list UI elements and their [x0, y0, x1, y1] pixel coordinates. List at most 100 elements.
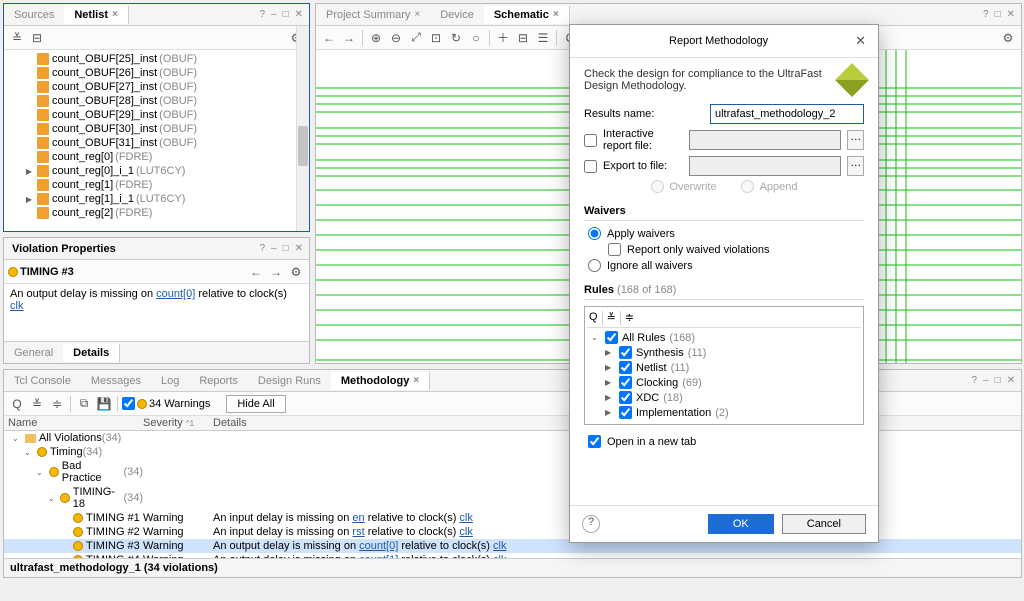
netlist-item[interactable]: ▶count_reg[0]_i_1 (LUT6CY) — [4, 164, 309, 178]
rule-item[interactable]: ▶Netlist (11) — [589, 360, 859, 375]
toolbar-icon[interactable]: ☰ — [534, 29, 552, 47]
minimize-icon[interactable]: – — [981, 375, 991, 386]
help-icon[interactable]: ? — [969, 375, 979, 386]
copy-icon[interactable]: ⧉ — [75, 395, 93, 413]
tab-close-icon[interactable]: × — [553, 9, 559, 20]
results-name-input[interactable] — [710, 104, 864, 124]
maximize-icon[interactable]: □ — [993, 9, 1003, 20]
maximize-icon[interactable]: □ — [281, 9, 291, 20]
rules-tree[interactable]: ⌄All Rules (168)▶Synthesis (11)▶Netlist … — [587, 328, 861, 422]
tab-design-runs[interactable]: Design Runs — [248, 372, 331, 390]
tab-messages[interactable]: Messages — [81, 372, 151, 390]
apply-waivers-radio[interactable] — [588, 227, 601, 240]
report-waived-check[interactable] — [608, 243, 621, 256]
scrollbar-thumb[interactable] — [298, 126, 308, 166]
tab-tcl-console[interactable]: Tcl Console — [4, 372, 81, 390]
browse-button[interactable]: … — [847, 156, 864, 176]
rule-item[interactable]: ⌄All Rules (168) — [589, 330, 859, 345]
tab-log[interactable]: Log — [151, 372, 189, 390]
prev-icon[interactable]: ← — [247, 263, 265, 281]
tab-netlist[interactable]: Netlist× — [64, 6, 128, 24]
netlist-toolbar: ≚ ⊟ ⚙ — [4, 26, 309, 50]
tab-project-summary[interactable]: Project Summary× — [316, 6, 430, 24]
col-severity[interactable]: Severity ^1 — [143, 417, 213, 429]
hide-all-button[interactable]: Hide All — [226, 395, 285, 413]
col-name[interactable]: Name — [8, 417, 143, 429]
tab-close-icon[interactable]: × — [413, 375, 419, 386]
toolbar-icon[interactable]: ○ — [467, 29, 485, 47]
help-icon[interactable]: ? — [582, 515, 600, 533]
search-icon[interactable]: Q — [8, 395, 26, 413]
close-icon[interactable]: ✕ — [855, 33, 866, 49]
toolbar-icon[interactable]: ⤢ — [407, 29, 425, 47]
clock-link[interactable]: clk — [10, 300, 23, 312]
netlist-item[interactable]: count_reg[2] (FDRE) — [4, 206, 309, 220]
close-icon[interactable]: ✕ — [293, 9, 305, 20]
toolbar-icon[interactable]: ⊟ — [514, 29, 532, 47]
ignore-waivers-radio[interactable] — [588, 259, 601, 272]
expand-icon[interactable]: ≚ — [28, 395, 46, 413]
netlist-item[interactable]: count_OBUF[25]_inst (OBUF) — [4, 52, 309, 66]
search-icon[interactable]: Q — [589, 311, 598, 325]
tab-device[interactable]: Device — [430, 6, 484, 24]
netlist-item[interactable]: count_OBUF[29]_inst (OBUF) — [4, 108, 309, 122]
netlist-tree[interactable]: count_OBUF[25]_inst (OBUF)count_OBUF[26]… — [4, 50, 309, 231]
rule-item[interactable]: ▶Clocking (69) — [589, 375, 859, 390]
open-new-tab-check[interactable] — [588, 435, 601, 448]
collapse-icon[interactable]: ≑ — [48, 395, 66, 413]
netlist-item[interactable]: count_OBUF[28]_inst (OBUF) — [4, 94, 309, 108]
export-file-check[interactable] — [584, 160, 597, 173]
maximize-icon[interactable]: □ — [993, 375, 1003, 386]
netlist-item[interactable]: count_reg[0] (FDRE) — [4, 150, 309, 164]
tab-reports[interactable]: Reports — [189, 372, 248, 390]
netlist-item[interactable]: count_OBUF[30]_inst (OBUF) — [4, 122, 309, 136]
toolbar-icon[interactable]: ← — [320, 29, 338, 47]
help-icon[interactable]: ? — [257, 9, 267, 20]
rule-item[interactable]: ▶Synthesis (11) — [589, 345, 859, 360]
netlist-item[interactable]: ▶count_reg[1]_i_1 (LUT6CY) — [4, 192, 309, 206]
rule-item[interactable]: ▶XDC (18) — [589, 390, 859, 405]
next-icon[interactable]: → — [267, 263, 285, 281]
netlist-item[interactable]: count_OBUF[31]_inst (OBUF) — [4, 136, 309, 150]
toolbar-icon[interactable]: → — [340, 29, 358, 47]
tab-close-icon[interactable]: × — [112, 9, 118, 20]
cancel-button[interactable]: Cancel — [782, 514, 866, 534]
toolbar-icon[interactable]: ⊕ — [367, 29, 385, 47]
netlist-item[interactable]: count_OBUF[26]_inst (OBUF) — [4, 66, 309, 80]
tab-close-icon[interactable]: × — [414, 9, 420, 20]
tab-schematic[interactable]: Schematic× — [484, 6, 570, 24]
tab-sources[interactable]: Sources — [4, 6, 64, 24]
help-icon[interactable]: ? — [981, 9, 991, 20]
interactive-report-check[interactable] — [584, 134, 597, 147]
toolbar-icon[interactable]: ⊡ — [427, 29, 445, 47]
close-icon[interactable]: ✕ — [1005, 375, 1017, 386]
save-icon[interactable]: 💾 — [95, 395, 113, 413]
gear-icon[interactable]: ⚙ — [287, 263, 305, 281]
tab-details[interactable]: Details — [63, 344, 120, 362]
toolbar-icon[interactable]: ＋ — [494, 29, 512, 47]
netlist-panel: SourcesNetlist× ? – □ ✕ ≚ ⊟ ⚙ count_OBUF… — [3, 3, 310, 232]
close-icon[interactable]: ✕ — [293, 243, 305, 254]
netlist-item[interactable]: count_OBUF[27]_inst (OBUF) — [4, 80, 309, 94]
close-icon[interactable]: ✕ — [1005, 9, 1017, 20]
expand-icon[interactable]: ≚ — [607, 311, 616, 325]
warnings-check[interactable] — [122, 397, 135, 410]
expand-icon[interactable]: ≚ — [8, 29, 26, 47]
help-icon[interactable]: ? — [257, 243, 267, 254]
maximize-icon[interactable]: □ — [281, 243, 291, 254]
net-link[interactable]: count[0] — [156, 288, 195, 300]
rule-item[interactable]: ▶Implementation (2) — [589, 405, 859, 420]
collapse-icon[interactable]: ≑ — [625, 311, 634, 325]
collapse-icon[interactable]: ⊟ — [28, 29, 46, 47]
scrollbar[interactable] — [296, 26, 309, 231]
browse-button[interactable]: … — [847, 130, 864, 150]
tab-general[interactable]: General — [4, 344, 63, 362]
tab-methodology[interactable]: Methodology× — [331, 372, 430, 390]
ok-button[interactable]: OK — [708, 514, 774, 534]
toolbar-icon[interactable]: ↻ — [447, 29, 465, 47]
netlist-item[interactable]: count_reg[1] (FDRE) — [4, 178, 309, 192]
minimize-icon[interactable]: – — [269, 9, 279, 20]
gear-icon[interactable]: ⚙ — [999, 29, 1017, 47]
toolbar-icon[interactable]: ⊖ — [387, 29, 405, 47]
minimize-icon[interactable]: – — [269, 243, 279, 254]
